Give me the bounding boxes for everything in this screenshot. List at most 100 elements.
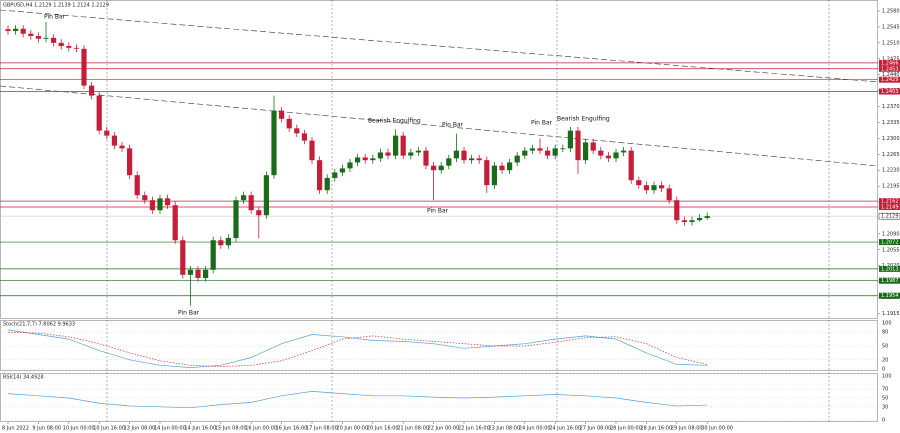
candle-body: [651, 185, 657, 191]
candle-body: [499, 165, 505, 171]
candle-body: [689, 220, 695, 223]
y-tick-label: 1.2090: [882, 231, 900, 237]
candle-body: [81, 48, 87, 86]
candle-body: [294, 128, 300, 134]
candle-body: [347, 162, 353, 169]
candle-body: [545, 150, 551, 156]
x-tick-label: 20 Jun 00:00: [336, 426, 368, 432]
candle-body: [187, 269, 193, 275]
candle-body: [43, 37, 49, 39]
x-tick-label: 30 Jun 00:00: [701, 426, 733, 432]
candle-body: [507, 162, 513, 171]
x-tick-label: 16 Jun 16:00: [276, 426, 308, 432]
candle-body: [317, 160, 323, 191]
y-tick-label: 0: [882, 367, 885, 373]
candle-body: [469, 158, 475, 161]
x-tick-label: 22 Jun 00:00: [428, 426, 460, 432]
indicator-line: [7, 329, 708, 368]
candle-body: [73, 47, 79, 49]
y-tick-label: 1.2335: [882, 120, 900, 126]
y-tick-label: 1.2475: [882, 56, 900, 62]
rsi-panel: [0, 373, 878, 422]
x-tick-label: 28 Jun 00:00: [610, 426, 642, 432]
x-tick-label: 16 Jun 00:00: [245, 426, 277, 432]
level-label: 1.2162: [881, 199, 899, 205]
candle-body: [613, 152, 619, 159]
candle-body: [301, 133, 307, 141]
x-tick-label: 14 Jun 00:00: [154, 426, 186, 432]
candle-body: [127, 148, 133, 176]
candle-body: [165, 198, 171, 206]
candle-body: [111, 135, 117, 146]
candle-body: [408, 152, 414, 156]
candle-body: [431, 165, 437, 171]
candle-body: [142, 195, 148, 201]
level-label: 1.2453: [881, 66, 899, 72]
level-label: 1.2403: [881, 89, 899, 95]
annotation: Pin Bar: [427, 208, 449, 215]
candle-body: [567, 130, 573, 149]
y-tick-label: 100: [882, 321, 892, 327]
candle-body: [309, 140, 315, 161]
candle-body: [514, 155, 520, 163]
candle-body: [279, 110, 285, 119]
candle-body: [195, 269, 201, 278]
indicator-line: [7, 391, 708, 409]
candle-body: [332, 172, 338, 178]
candle-body: [491, 165, 497, 186]
last-price-label: 1.2129: [881, 214, 899, 220]
candle-body: [423, 150, 429, 166]
x-tick-label: 22 Jun 16:00: [458, 426, 490, 432]
level-label: 1.2429: [881, 77, 899, 83]
x-tick-label: 17 Jun 08:00: [306, 426, 338, 432]
candle-body: [233, 200, 239, 238]
candle-body: [20, 28, 26, 34]
annotation: Bearish Engulfing: [557, 116, 610, 123]
level-label: 1.2149: [881, 205, 899, 211]
x-tick-label: 15 Jun 08:00: [215, 426, 247, 432]
candle-body: [666, 188, 672, 201]
y-tick-label: 1.2440: [882, 72, 900, 78]
annotation: Pin Bar: [44, 14, 66, 21]
candle-body: [643, 185, 649, 191]
candle-body: [697, 217, 703, 221]
candle-body: [51, 37, 57, 43]
y-tick-label: 1.2230: [882, 168, 900, 174]
candle-body: [681, 220, 687, 223]
candle-body: [339, 168, 345, 173]
candle-body: [415, 150, 421, 153]
candle-body: [522, 150, 528, 156]
candle-body: [438, 165, 444, 171]
candle-body: [203, 269, 209, 278]
y-tick-label: 1.2510: [882, 40, 900, 46]
x-tick-label: 14 Jun 16:00: [184, 426, 216, 432]
chart-title: GBPUSD,H4 1.2129 1.2139 1.2124 1.2129: [3, 3, 109, 9]
candle-body: [263, 175, 269, 216]
candle-body: [241, 195, 247, 201]
y-tick-label: 1.2055: [882, 247, 900, 253]
y-tick-label: 1.1915: [882, 311, 900, 317]
y-tick-label: 30: [882, 404, 888, 410]
candle-body: [704, 216, 710, 218]
candle-body: [362, 157, 368, 161]
annotation: Pin Bar: [442, 122, 464, 129]
stoch-title: Stoch(21,7,7) 7.8062 9.9633: [3, 322, 75, 328]
x-tick-label: 21 Jun 08:00: [397, 426, 429, 432]
y-tick-label: 1.2545: [882, 24, 900, 30]
candle-body: [89, 85, 95, 96]
candle-body: [58, 42, 64, 47]
candle-body: [13, 28, 19, 32]
candle-body: [104, 130, 110, 136]
trendlines: [0, 9, 879, 167]
x-tick-label: 28 Jun 16:00: [640, 426, 672, 432]
level-label-box: [879, 277, 900, 284]
candle-body: [119, 145, 125, 149]
candle-body: [286, 118, 292, 129]
candle-body: [400, 135, 406, 156]
level-label-box: [879, 239, 900, 246]
candle-body: [35, 36, 41, 39]
level-label-box: [879, 65, 900, 72]
candle-body: [552, 148, 558, 156]
candle-body: [157, 198, 163, 211]
candle-body: [271, 110, 277, 176]
